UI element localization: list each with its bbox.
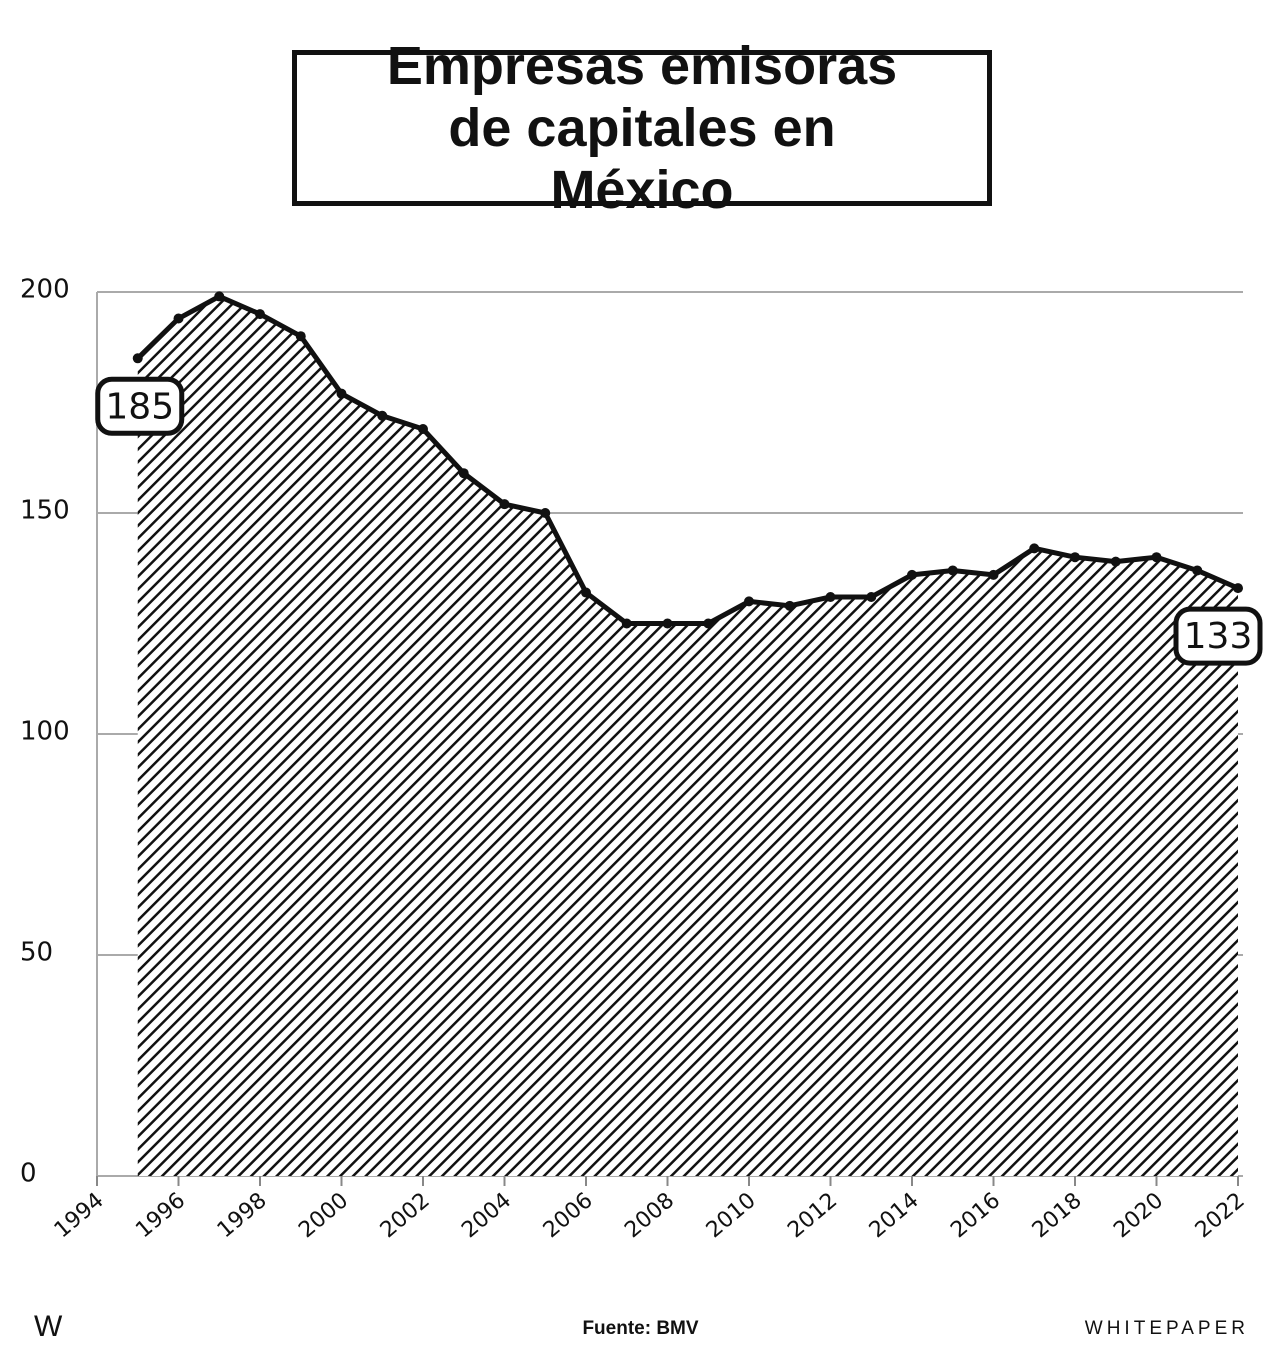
point [662, 618, 673, 629]
brand: WHITEPAPER [1084, 1318, 1249, 1339]
x-tick-label: 1994 [50, 1188, 109, 1243]
point [540, 508, 551, 518]
point [214, 291, 225, 302]
logo: W [34, 1310, 63, 1343]
point [377, 410, 388, 421]
data-label: 185 [95, 376, 185, 436]
label-box [1173, 606, 1263, 666]
point [1070, 552, 1080, 563]
x-tick-label: 2006 [539, 1188, 598, 1243]
point [744, 596, 754, 607]
x-tick-label: 1998 [213, 1188, 272, 1243]
label-box [95, 376, 185, 436]
point [703, 618, 714, 629]
point [1151, 552, 1162, 563]
x-tick-label: 2012 [783, 1188, 842, 1243]
point [947, 565, 958, 576]
x-tick-label: 1996 [131, 1188, 190, 1243]
point [499, 499, 510, 510]
point [784, 600, 795, 611]
data-label-text: 133 [1184, 616, 1253, 657]
x-tick-label: 2020 [1109, 1188, 1168, 1243]
point [866, 591, 877, 602]
x-tick-label: 2008 [620, 1188, 679, 1243]
point [581, 587, 591, 598]
point [458, 468, 469, 479]
y-tick-label: 200 [20, 275, 70, 305]
point [1029, 543, 1040, 554]
y-tick-label: 150 [20, 496, 70, 526]
y-tick-label: 50 [20, 938, 53, 968]
x-tick-label: 2004 [457, 1188, 516, 1243]
source: Fuente: BMV [582, 1318, 699, 1339]
data-label-text: 185 [105, 386, 174, 427]
point [255, 309, 265, 320]
x-tick-label: 2000 [294, 1188, 353, 1243]
point [295, 331, 306, 342]
line [136, 293, 1239, 626]
x-tick-label: 2010 [702, 1188, 761, 1243]
x-tick-label: 2014 [865, 1188, 924, 1243]
point [988, 569, 999, 580]
point [173, 313, 184, 324]
data-label: 133 [1173, 606, 1263, 666]
area [137, 296, 1238, 1176]
point [825, 591, 836, 602]
point [1192, 565, 1203, 576]
point [418, 424, 428, 435]
x-tick-label: 2022 [1191, 1188, 1250, 1243]
point [621, 618, 632, 629]
point [907, 569, 917, 580]
point [1233, 583, 1243, 594]
point [336, 388, 347, 399]
x-tick-label: 2018 [1028, 1188, 1087, 1243]
point [132, 353, 143, 364]
y-tick-label: 0 [20, 1159, 37, 1189]
x-tick-label: 2016 [946, 1188, 1005, 1243]
point [1110, 556, 1121, 567]
x-tick-label: 2002 [376, 1188, 435, 1243]
y-tick-label: 100 [20, 717, 70, 747]
